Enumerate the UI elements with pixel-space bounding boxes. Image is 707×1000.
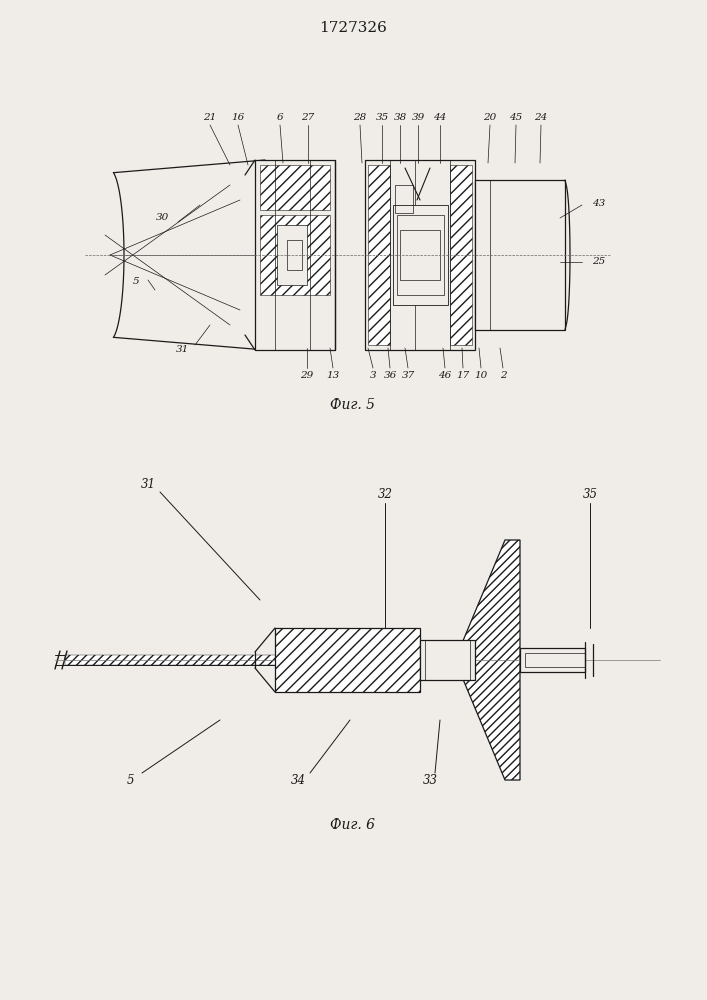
Text: 21: 21 [204,113,216,122]
Bar [260,165,330,210]
Text: 5: 5 [133,277,139,286]
Bar [395,185,413,213]
Text: 30: 30 [156,214,169,223]
Text: 25: 25 [592,257,605,266]
Text: Фиг. 6: Фиг. 6 [330,818,375,832]
Text: 29: 29 [300,370,314,379]
Text: 20: 20 [484,113,496,122]
Bar [397,215,444,295]
Text: 16: 16 [231,113,245,122]
Text: 39: 39 [411,113,425,122]
Text: 38: 38 [393,113,407,122]
Text: 10: 10 [474,370,488,379]
Bar [260,215,330,295]
Text: 17: 17 [457,370,469,379]
Bar [520,648,585,672]
Bar [255,160,335,350]
Text: 35: 35 [375,113,389,122]
Bar [368,165,390,345]
Bar [393,205,448,305]
Text: 32: 32 [378,488,392,502]
Bar [420,640,475,680]
Text: 43: 43 [592,198,605,208]
Text: Фиг. 5: Фиг. 5 [330,398,375,412]
Bar [450,165,472,345]
Text: 5: 5 [127,774,134,786]
Text: 35: 35 [583,488,597,502]
Text: 27: 27 [301,113,315,122]
Text: 3: 3 [370,370,376,379]
Bar [277,225,307,285]
Bar [287,240,302,270]
Text: 44: 44 [433,113,447,122]
Bar [365,160,475,350]
Text: 13: 13 [327,370,339,379]
Text: 37: 37 [402,370,414,379]
Polygon shape [460,540,520,780]
Bar [65,655,280,665]
Bar [275,628,420,692]
Text: 34: 34 [291,774,305,786]
Text: 46: 46 [438,370,452,379]
Text: 28: 28 [354,113,367,122]
Bar [475,180,565,330]
Text: 1727326: 1727326 [319,21,387,35]
Bar [525,653,585,667]
Text: 2: 2 [500,370,506,379]
Text: 45: 45 [509,113,522,122]
Text: 24: 24 [534,113,548,122]
Text: 6: 6 [276,113,284,122]
Text: 33: 33 [423,774,438,786]
Text: 31: 31 [141,479,156,491]
Text: 36: 36 [383,370,397,379]
Bar [400,230,440,280]
Text: 31: 31 [175,346,189,355]
